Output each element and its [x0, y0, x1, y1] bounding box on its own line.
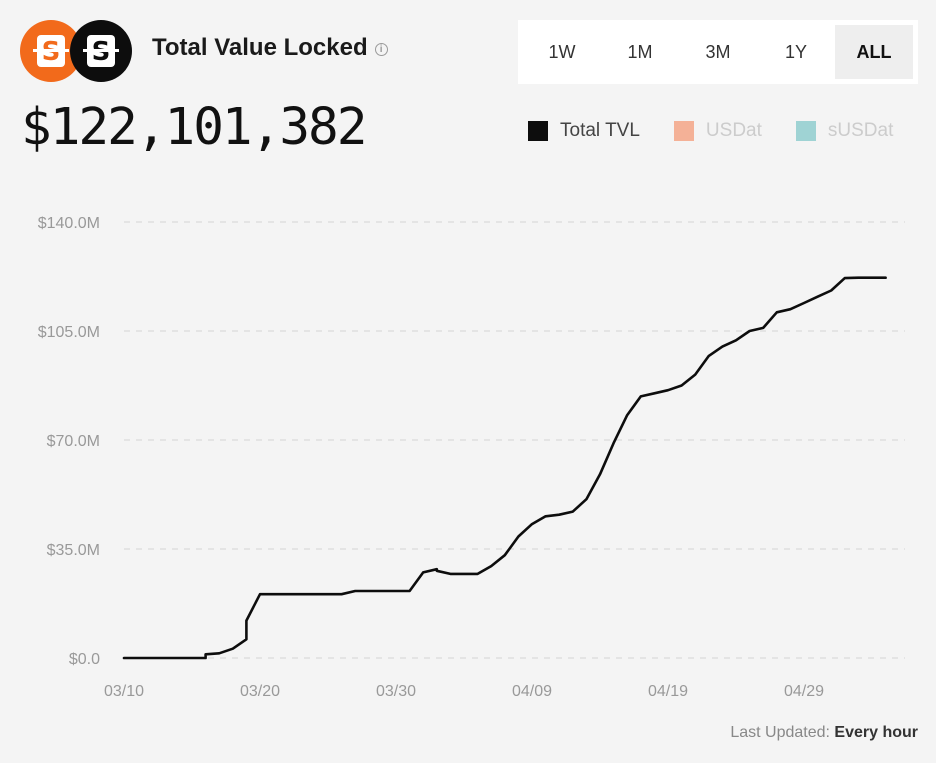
x-tick-label: 04/29 [784, 683, 824, 700]
legend-swatch [795, 121, 816, 141]
tab-all[interactable]: ALL [835, 25, 913, 79]
x-tick-label: 03/30 [376, 683, 416, 700]
x-tick-label: 04/09 [512, 683, 552, 700]
legend-swatch [673, 121, 694, 141]
legend-item-total-tvl[interactable]: Total TVL [528, 120, 640, 142]
legend-label: sUSDat [827, 120, 894, 141]
chart-grid [124, 221, 905, 659]
series-line-total-tvl [122, 276, 887, 660]
time-range-tabs: 1W 1M 3M 1Y ALL [518, 20, 918, 84]
tab-1w[interactable]: 1W [548, 41, 576, 62]
tab-1m[interactable]: 1M [627, 41, 653, 62]
susdat-logo-icon: S [70, 20, 132, 82]
x-tick-label: 03/20 [240, 683, 280, 700]
info-icon[interactable]: i [374, 42, 388, 56]
legend-item-susdat[interactable]: sUSDat [795, 120, 894, 142]
legend-label: Total TVL [560, 120, 640, 141]
chart-title: Total Value Locked i [152, 34, 388, 62]
x-tick-label: 04/19 [648, 683, 688, 700]
y-tick-label: $0.0 [69, 651, 100, 668]
tvl-line-chart: $0.0 $35.0M $70.0M $105.0M $140.0M 03/10 03/2… [38, 215, 905, 700]
y-tick-label: $70.0M [47, 433, 100, 450]
logo-group: S S [20, 20, 132, 82]
y-tick-label: $105.0M [38, 324, 100, 341]
y-axis-ticks: $0.0 $35.0M $70.0M $105.0M $140.0M [38, 215, 100, 668]
legend-label: USDat [705, 120, 762, 141]
chart-legend: Total TVL USDat sUSDat [528, 120, 893, 142]
y-tick-label: $140.0M [38, 215, 100, 232]
x-axis-ticks: 03/10 03/20 03/30 04/09 04/19 04/29 [104, 683, 824, 700]
tab-3m[interactable]: 3M [705, 41, 731, 62]
tab-1y[interactable]: 1Y [784, 41, 808, 62]
tvl-value: $122,101,382 [21, 98, 367, 157]
y-tick-label: $35.0M [47, 542, 100, 559]
last-updated-label: Last Updated: [730, 724, 830, 741]
last-updated-value: Every hour [834, 724, 918, 741]
last-updated: Last Updated: Every hour [730, 724, 918, 742]
chart-title-text: Total Value Locked [152, 34, 368, 61]
legend-swatch [528, 121, 548, 141]
x-tick-label: 03/10 [104, 683, 144, 700]
legend-item-usdat[interactable]: USDat [673, 120, 762, 142]
